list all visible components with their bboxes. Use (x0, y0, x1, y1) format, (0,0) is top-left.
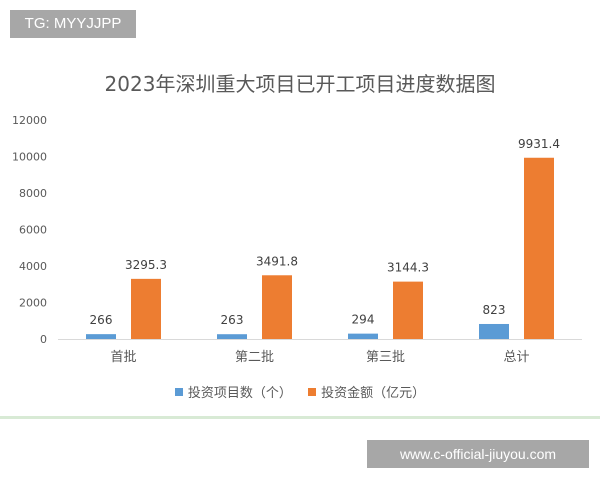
y-tick-label: 2000 (19, 297, 47, 310)
x-tick-label: 首批 (110, 350, 136, 365)
y-tick-label: 6000 (19, 224, 47, 237)
bar-project-count (86, 334, 116, 339)
bar-investment-amount (131, 278, 161, 339)
bar-project-count (217, 334, 247, 339)
bar-investment-amount (393, 281, 423, 339)
legend-swatch-count (174, 387, 183, 396)
x-tick-label: 第二批 (235, 350, 274, 365)
y-tick-label: 4000 (19, 260, 47, 273)
bar-investment-amount (524, 157, 554, 339)
divider (0, 416, 600, 419)
y-tick-label: 0 (40, 333, 47, 346)
top-watermark: TG: MYYJJPP (10, 10, 136, 38)
legend: 投资项目数（个） 投资金额（亿元） (0, 382, 600, 401)
y-tick-label: 12000 (12, 114, 47, 127)
legend-swatch-amount (308, 387, 317, 396)
bar-project-count (479, 323, 509, 339)
x-tick-label: 总计 (503, 350, 529, 365)
data-label: 9931.4 (518, 137, 560, 151)
bar-investment-amount (262, 275, 292, 339)
bar-project-count (348, 333, 378, 339)
data-label: 823 (483, 303, 506, 317)
legend-label-count: 投资项目数（个） (187, 386, 292, 401)
legend-item-amount: 投资金额（亿元） (308, 382, 425, 401)
y-tick-label: 10000 (12, 151, 47, 164)
y-tick-label: 8000 (19, 187, 47, 200)
x-tick-label: 第三批 (366, 350, 405, 365)
chart-title: 2023年深圳重大项目已开工项目进度数据图 (104, 72, 496, 96)
data-label: 266 (90, 313, 113, 327)
data-label: 3144.3 (387, 261, 429, 275)
legend-item-count: 投资项目数（个） (174, 382, 292, 401)
data-label: 3295.3 (125, 258, 167, 272)
data-label: 294 (352, 313, 375, 327)
data-label: 3491.8 (256, 254, 298, 268)
data-label: 263 (221, 313, 244, 327)
legend-label-amount: 投资金额（亿元） (321, 386, 426, 401)
bottom-watermark: www.c-official-jiuyou.com (367, 440, 589, 468)
